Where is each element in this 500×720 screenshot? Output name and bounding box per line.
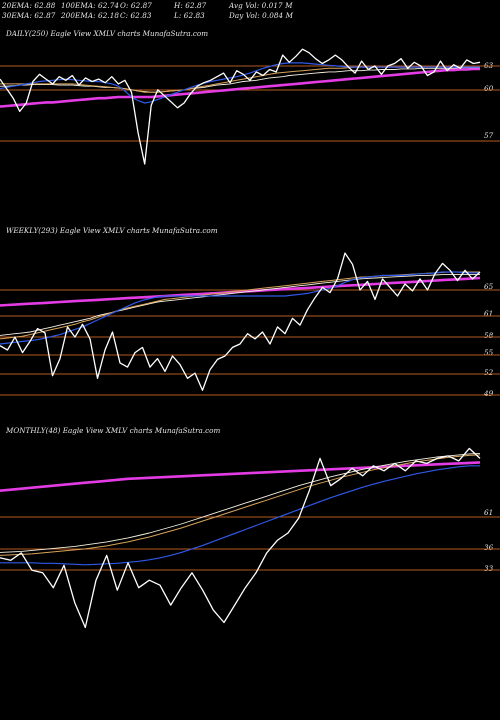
- header-high: H: 62.87: [174, 1, 207, 10]
- weekly-y-tick-58: 58: [484, 331, 494, 340]
- header-30ema: 30EMA: 62.87: [2, 11, 56, 20]
- monthly-y-tick-36: 36: [484, 543, 494, 552]
- daily-y-tick-57: 57: [484, 131, 494, 140]
- panel1-ema-short-line: [0, 62, 480, 104]
- panel3-ema-long-line: [0, 452, 481, 553]
- header-avg-vol: Avg Vol: 0.017 M: [229, 1, 293, 10]
- series-layer: [0, 48, 481, 629]
- panel2-ema-200-line: [0, 276, 481, 307]
- header-open: O: 62.87: [120, 1, 152, 10]
- weekly-panel-title: WEEKLY(293) Eagle View XMLV charts Munaf…: [6, 226, 218, 235]
- weekly-y-tick-65: 65: [484, 282, 494, 291]
- header-100ema: 100EMA: 62.74: [61, 1, 120, 10]
- panel3-price-line: [0, 447, 481, 629]
- panel1-ema-200-line: [0, 67, 480, 108]
- header-day-vol: Day Vol: 0.084 M: [229, 11, 294, 20]
- panel1-ema-long-line: [0, 67, 480, 93]
- monthly-panel-title: MONTHLY(48) Eagle View XMLV charts Munaf…: [6, 426, 221, 435]
- header-20ema: 20EMA: 62.88: [2, 1, 56, 10]
- header-close: C: 62.83: [120, 11, 152, 20]
- monthly-y-tick-33: 33: [484, 564, 494, 573]
- panel2-price-line: [0, 252, 481, 391]
- daily-y-tick-63: 63: [484, 61, 494, 70]
- grid-lines: [0, 65, 500, 571]
- weekly-y-tick-49: 49: [484, 389, 494, 398]
- daily-panel-title: DAILY(250) Eagle View XMLV charts Munafa…: [6, 29, 209, 38]
- panel3-ema-200-line: [0, 461, 481, 492]
- panel3-ema-short-line: [0, 465, 480, 566]
- panel3-ema-mid-line: [0, 454, 481, 556]
- header-200ema: 200EMA: 62.18: [61, 11, 120, 20]
- header-low: L: 62.83: [174, 11, 205, 20]
- monthly-y-tick-61: 61: [484, 508, 494, 517]
- daily-y-tick-60: 60: [484, 84, 494, 93]
- weekly-y-tick-55: 55: [484, 348, 494, 357]
- weekly-y-tick-61: 61: [484, 309, 494, 318]
- panel1-price-line: [0, 48, 481, 165]
- weekly-y-tick-52: 52: [484, 368, 494, 377]
- panel2-ema-long-line: [0, 274, 480, 336]
